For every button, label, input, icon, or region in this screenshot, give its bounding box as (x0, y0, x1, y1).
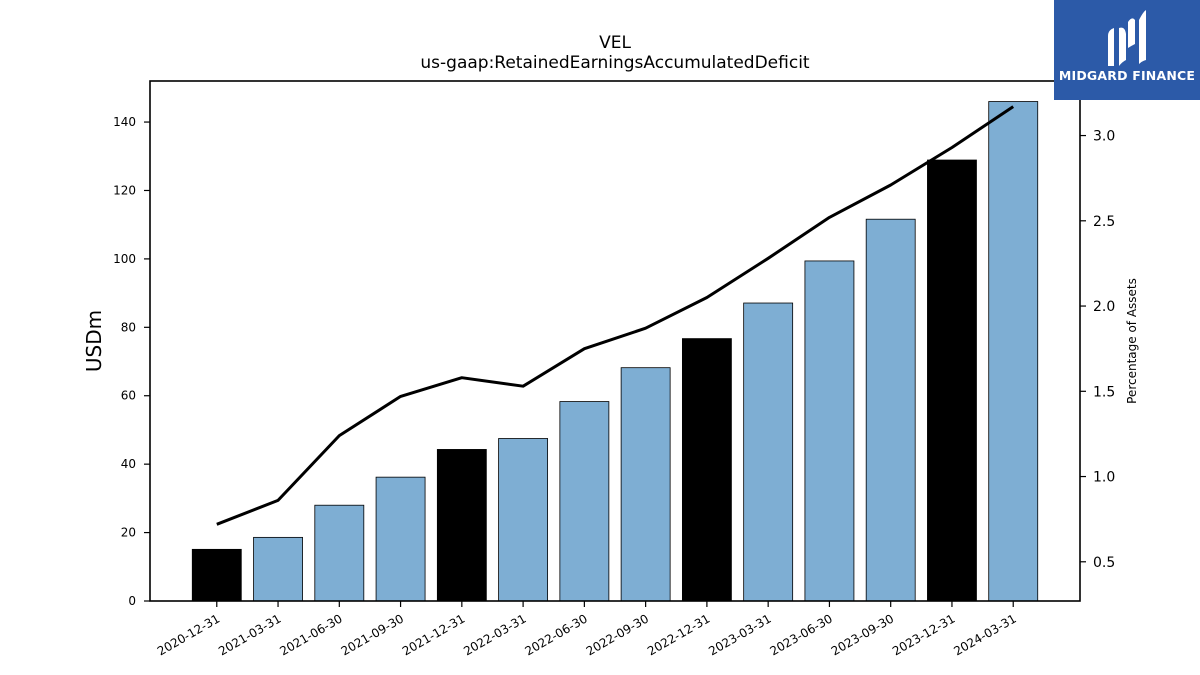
x-tick-label: 2023-03-31 (706, 611, 773, 658)
y-tick-label: 80 (121, 320, 136, 334)
percentage-line (216, 105, 1015, 526)
bar (804, 260, 855, 602)
y2-tick-label: 2.0 (1093, 299, 1115, 315)
y-tick-label: 120 (113, 183, 136, 197)
x-tick-label: 2023-06-30 (768, 611, 835, 658)
bar-series (191, 101, 1039, 602)
x-tick-label: 2021-09-30 (339, 611, 406, 658)
y2-tick-label: 1.5 (1093, 384, 1115, 400)
y-axis-label: USDm (82, 310, 106, 372)
bar (191, 548, 242, 602)
bar (559, 401, 610, 602)
x-tick-label: 2024-03-31 (951, 611, 1018, 658)
bar (988, 101, 1039, 602)
chart-subtitle: us-gaap:RetainedEarningsAccumulatedDefic… (420, 53, 810, 73)
y2-axis-label: Percentage of Assets (1125, 278, 1139, 404)
y-tick-label: 140 (113, 115, 136, 129)
x-tick-label: 2020-12-31 (155, 611, 222, 658)
y-tick-label: 60 (121, 389, 136, 403)
bar (498, 438, 549, 602)
x-tick-label: 2021-06-30 (277, 611, 344, 658)
x-tick-label: 2023-09-30 (829, 611, 896, 658)
x-tick-label: 2022-09-30 (584, 611, 651, 658)
brand-logo: MIDGARD FINANCE (1054, 0, 1200, 100)
y-tick-label: 40 (121, 457, 136, 471)
logo-text: MIDGARD FINANCE (1058, 68, 1196, 83)
y2-tick-label: 0.5 (1093, 555, 1115, 571)
line-series (216, 105, 1015, 526)
bar (375, 476, 426, 602)
bar (314, 504, 365, 602)
y-tick-label: 100 (113, 252, 136, 266)
bar (865, 218, 916, 602)
bar (253, 536, 303, 602)
x-axis: 2020-12-312021-03-312021-06-302021-09-30… (155, 601, 1019, 658)
y2-tick-label: 2.5 (1093, 214, 1115, 230)
x-tick-label: 2021-03-31 (216, 611, 283, 658)
y2-tick-label: 1.0 (1093, 470, 1115, 486)
bar (620, 367, 671, 602)
bar (743, 302, 794, 602)
plot-frame (149, 80, 1081, 602)
x-tick-label: 2022-03-31 (461, 611, 528, 658)
midgard-logo-icon (1108, 10, 1146, 67)
y-axis-left: 0 20 40 60 80 100 120 140 (113, 115, 150, 608)
y-axis-right: 0.5 1.0 1.5 2.0 2.5 3.0 (1080, 129, 1115, 571)
x-tick-label: 2022-06-30 (522, 611, 589, 658)
bar (436, 449, 487, 602)
bar (681, 338, 732, 602)
y-tick-label: 0 (128, 594, 136, 608)
x-tick-label: 2023-12-31 (890, 611, 957, 658)
bar (927, 159, 977, 602)
x-tick-label: 2022-12-31 (645, 611, 712, 658)
y-tick-label: 20 (121, 526, 136, 540)
chart-title: VEL (599, 33, 631, 53)
y2-tick-label: 3.0 (1093, 129, 1115, 145)
x-tick-label: 2021-12-31 (400, 611, 467, 658)
